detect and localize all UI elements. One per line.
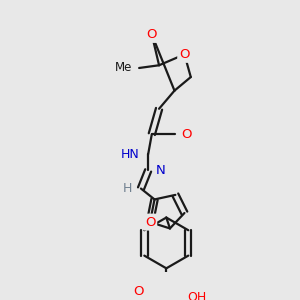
Text: HN: HN <box>120 148 139 160</box>
Text: O: O <box>145 216 155 229</box>
Text: O: O <box>181 128 191 141</box>
Text: Me: Me <box>115 61 132 74</box>
Text: N: N <box>155 164 165 177</box>
Text: O: O <box>133 285 144 298</box>
Text: O: O <box>147 28 157 41</box>
Text: OH: OH <box>187 291 206 300</box>
Text: O: O <box>179 48 190 61</box>
Text: H: H <box>122 182 132 195</box>
